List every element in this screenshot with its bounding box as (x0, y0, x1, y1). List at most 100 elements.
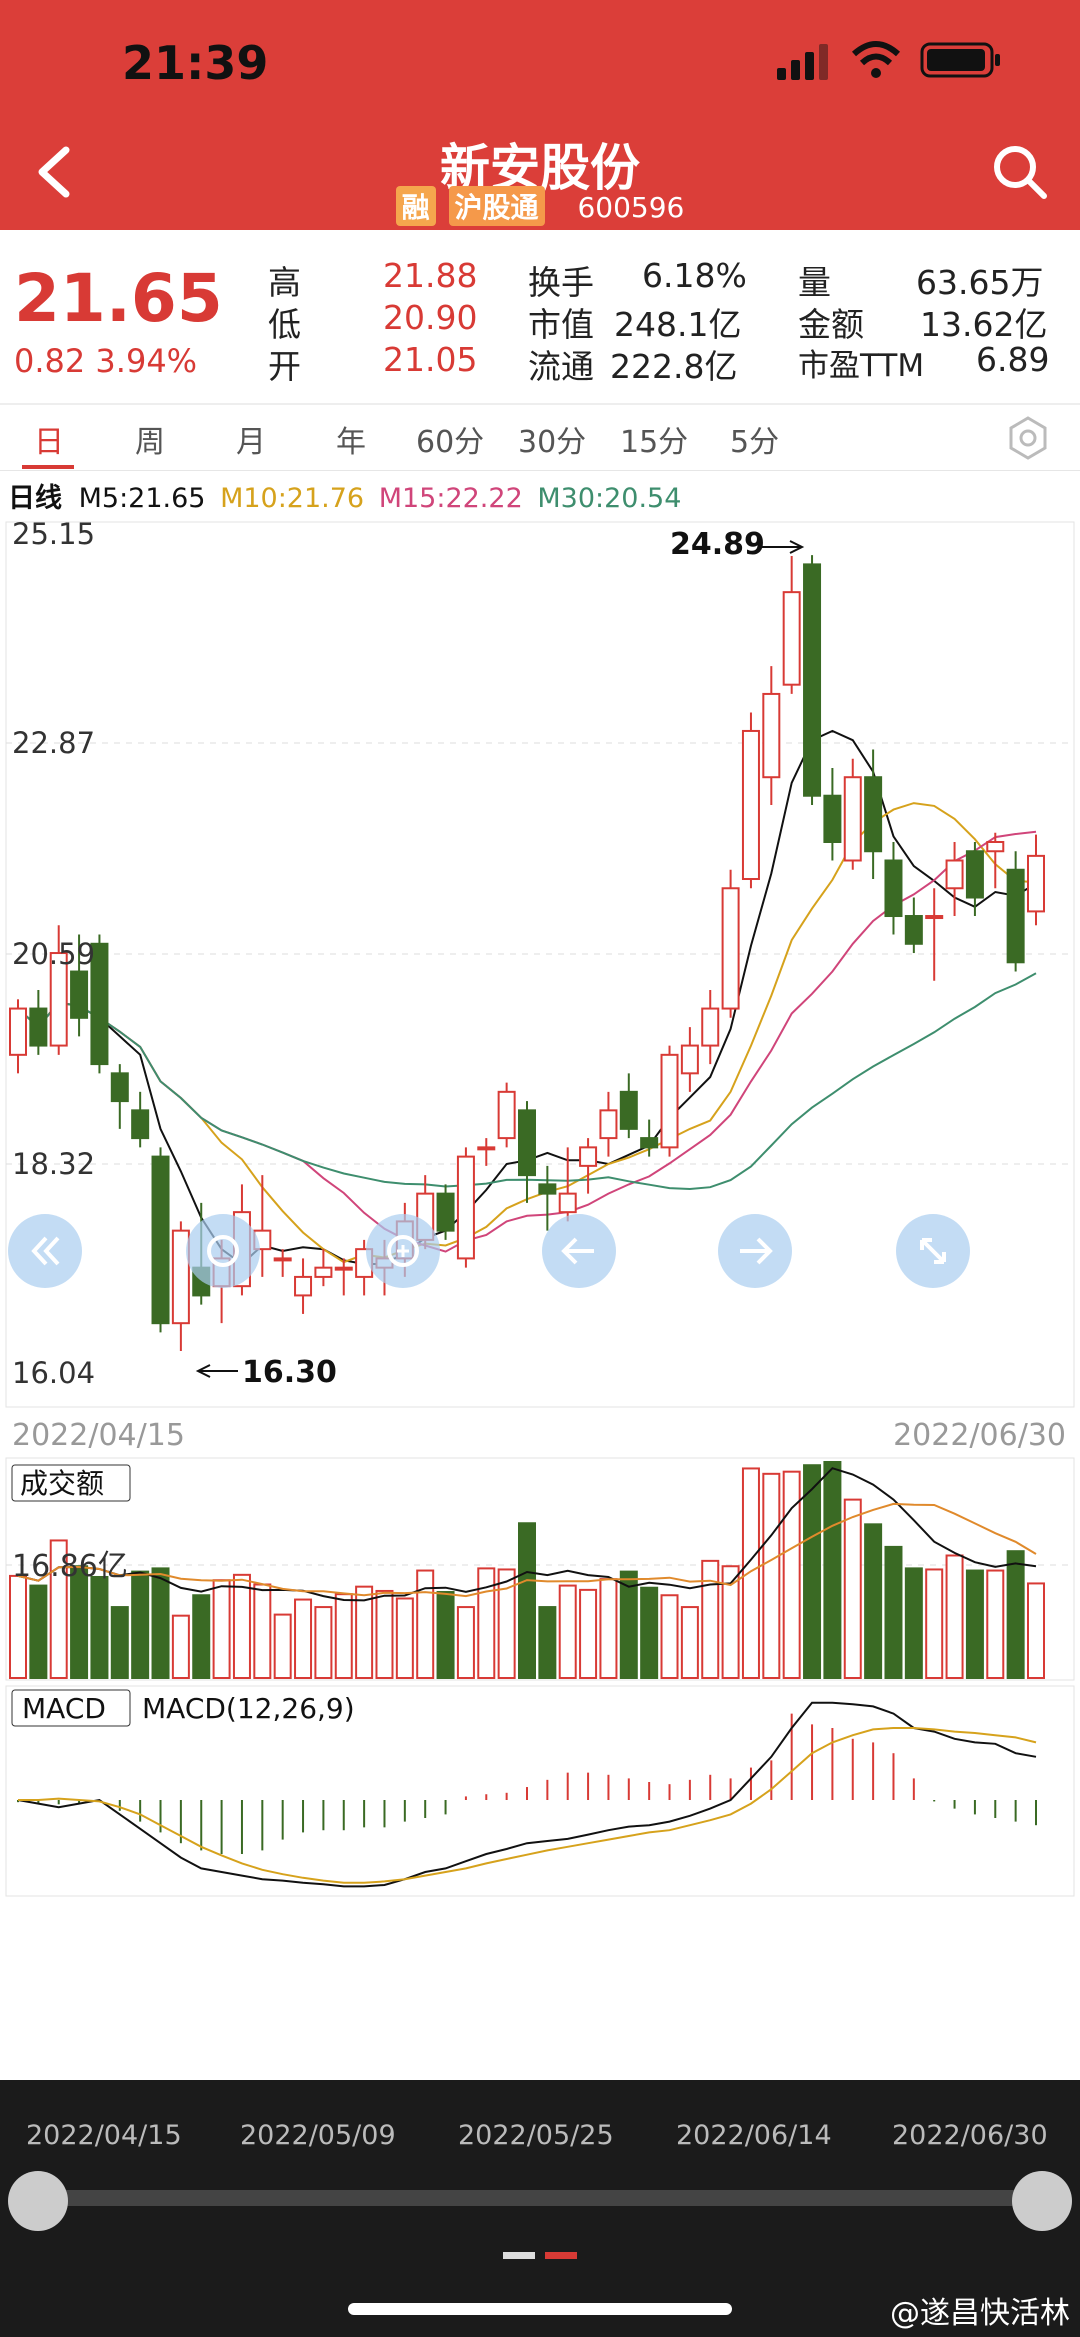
candle (70, 970, 89, 1019)
scroll-left-button[interactable] (542, 1214, 616, 1288)
last-price: 21.65 (14, 260, 223, 337)
zoom-out-button[interactable] (186, 1214, 260, 1288)
zoom-icon (207, 1235, 239, 1267)
status-time: 21:39 (122, 36, 269, 90)
candle (884, 859, 903, 918)
back-icon[interactable] (28, 142, 88, 202)
low-label: 低 (268, 305, 301, 344)
double-chevron-left-icon (31, 1236, 60, 1266)
zoom-in-button[interactable] (366, 1214, 440, 1288)
x-start-date: 2022/04/15 (12, 1418, 185, 1453)
watermark: @遂昌快活林 (890, 2296, 1070, 2331)
battery-icon (920, 42, 1000, 78)
arrow-right-icon (740, 1237, 773, 1265)
candle (90, 942, 109, 1066)
high-marker-label: 24.89 (670, 527, 765, 562)
volume-bar (884, 1545, 903, 1679)
volume-bar (823, 1461, 842, 1679)
candle (721, 887, 740, 1010)
price-axis-label: 18.32 (12, 1147, 95, 1181)
tab-30min[interactable]: 30分 (518, 425, 587, 460)
candle (619, 1090, 638, 1130)
volume-value: 63.65万 (916, 263, 1044, 302)
volume-label: 量 (798, 263, 831, 302)
chart-period-label: 日线 (8, 483, 62, 514)
rewind-button[interactable] (8, 1214, 82, 1288)
tab-month[interactable]: 月 (236, 425, 266, 460)
settings-icon[interactable] (1005, 415, 1051, 461)
range-end-handle[interactable] (1012, 2171, 1072, 2231)
price-change: 0.82 3.94% (14, 342, 197, 380)
ma10-value: M10:21.76 (220, 483, 365, 514)
tab-5min[interactable]: 5分 (730, 425, 780, 460)
tab-week[interactable]: 周 (135, 425, 165, 460)
candle (456, 1155, 475, 1260)
volume-bar (375, 1589, 394, 1679)
volume-bar (171, 1614, 190, 1679)
ma30-value: M30:20.54 (537, 483, 682, 514)
candle (599, 1109, 618, 1140)
volume-bar (355, 1585, 374, 1680)
home-indicator (348, 2303, 732, 2315)
macd-params: MACD(12,26,9) (142, 1692, 355, 1725)
macd-histogram (17, 1713, 1037, 1854)
page-indicator-2 (545, 2252, 577, 2259)
candle (538, 1183, 557, 1195)
margin-tag: 融 (395, 186, 436, 226)
candle (823, 794, 842, 843)
volume-bar (90, 1575, 109, 1680)
macd-label: MACD (22, 1692, 106, 1725)
candle (945, 859, 964, 890)
macd-dea-line (18, 1727, 1037, 1884)
amount-value: 13.62亿 (920, 305, 1048, 344)
candle (680, 1044, 699, 1075)
volume-bar (212, 1579, 231, 1680)
mcap-label: 市值 (528, 305, 594, 344)
volume-bar (1027, 1582, 1045, 1680)
candle (9, 1007, 27, 1056)
volume-bar (29, 1584, 48, 1679)
candle (558, 1192, 577, 1214)
candle (314, 1266, 333, 1278)
candle (334, 1266, 353, 1271)
arrow-left-icon (561, 1237, 594, 1265)
range-slider-track[interactable] (30, 2190, 1050, 2206)
price-axis-label: 25.15 (12, 517, 95, 551)
volume-label: 成交额 (20, 1467, 104, 1500)
volume-tick: 16.86亿 (12, 1549, 128, 1584)
tab-60min[interactable]: 60分 (416, 425, 485, 460)
candle (925, 915, 944, 920)
candles (9, 555, 1045, 1351)
candle (1006, 868, 1025, 964)
open-value: 21.05 (383, 340, 478, 379)
tab-15min[interactable]: 15分 (620, 425, 689, 460)
search-icon[interactable] (988, 140, 1052, 204)
scroll-right-button[interactable] (718, 1214, 792, 1288)
candle (151, 1155, 170, 1325)
volume-bar (395, 1597, 414, 1680)
ma5-value: M5:21.65 (78, 483, 206, 514)
volume-bar (314, 1606, 333, 1679)
volume-label-box (11, 1464, 131, 1502)
candle (110, 1072, 129, 1103)
volume-bar (110, 1606, 129, 1679)
volume-bar (192, 1594, 211, 1680)
date-range-bar: 2022/04/15 2022/05/09 2022/05/25 2022/06… (0, 2080, 1080, 2337)
range-start-handle[interactable] (8, 2171, 68, 2231)
page-indicator-1 (503, 2252, 535, 2259)
nav-bar: 新安股份 融 沪股通 600596 (0, 120, 1080, 230)
volume-bar (680, 1606, 699, 1679)
high-label: 高 (268, 263, 301, 302)
kline-chart[interactable]: 25.15 22.87 20.59 18.32 16.04 24.89 16.30 20… (0, 510, 1080, 2080)
price-axis-labels: 25.15 22.87 20.59 18.32 16.04 (12, 517, 95, 1390)
high-marker: 24.89 (670, 527, 805, 562)
volume-bar (294, 1598, 313, 1680)
range-date-5: 2022/06/30 (892, 2120, 1048, 2151)
volume-bar (1006, 1550, 1025, 1679)
fullscreen-button[interactable] (896, 1214, 970, 1288)
volume-bar (986, 1569, 1005, 1680)
candle (273, 1257, 292, 1262)
volume-bar (701, 1559, 720, 1680)
tab-year[interactable]: 年 (336, 425, 366, 460)
tab-day[interactable]: 日 (34, 425, 64, 460)
